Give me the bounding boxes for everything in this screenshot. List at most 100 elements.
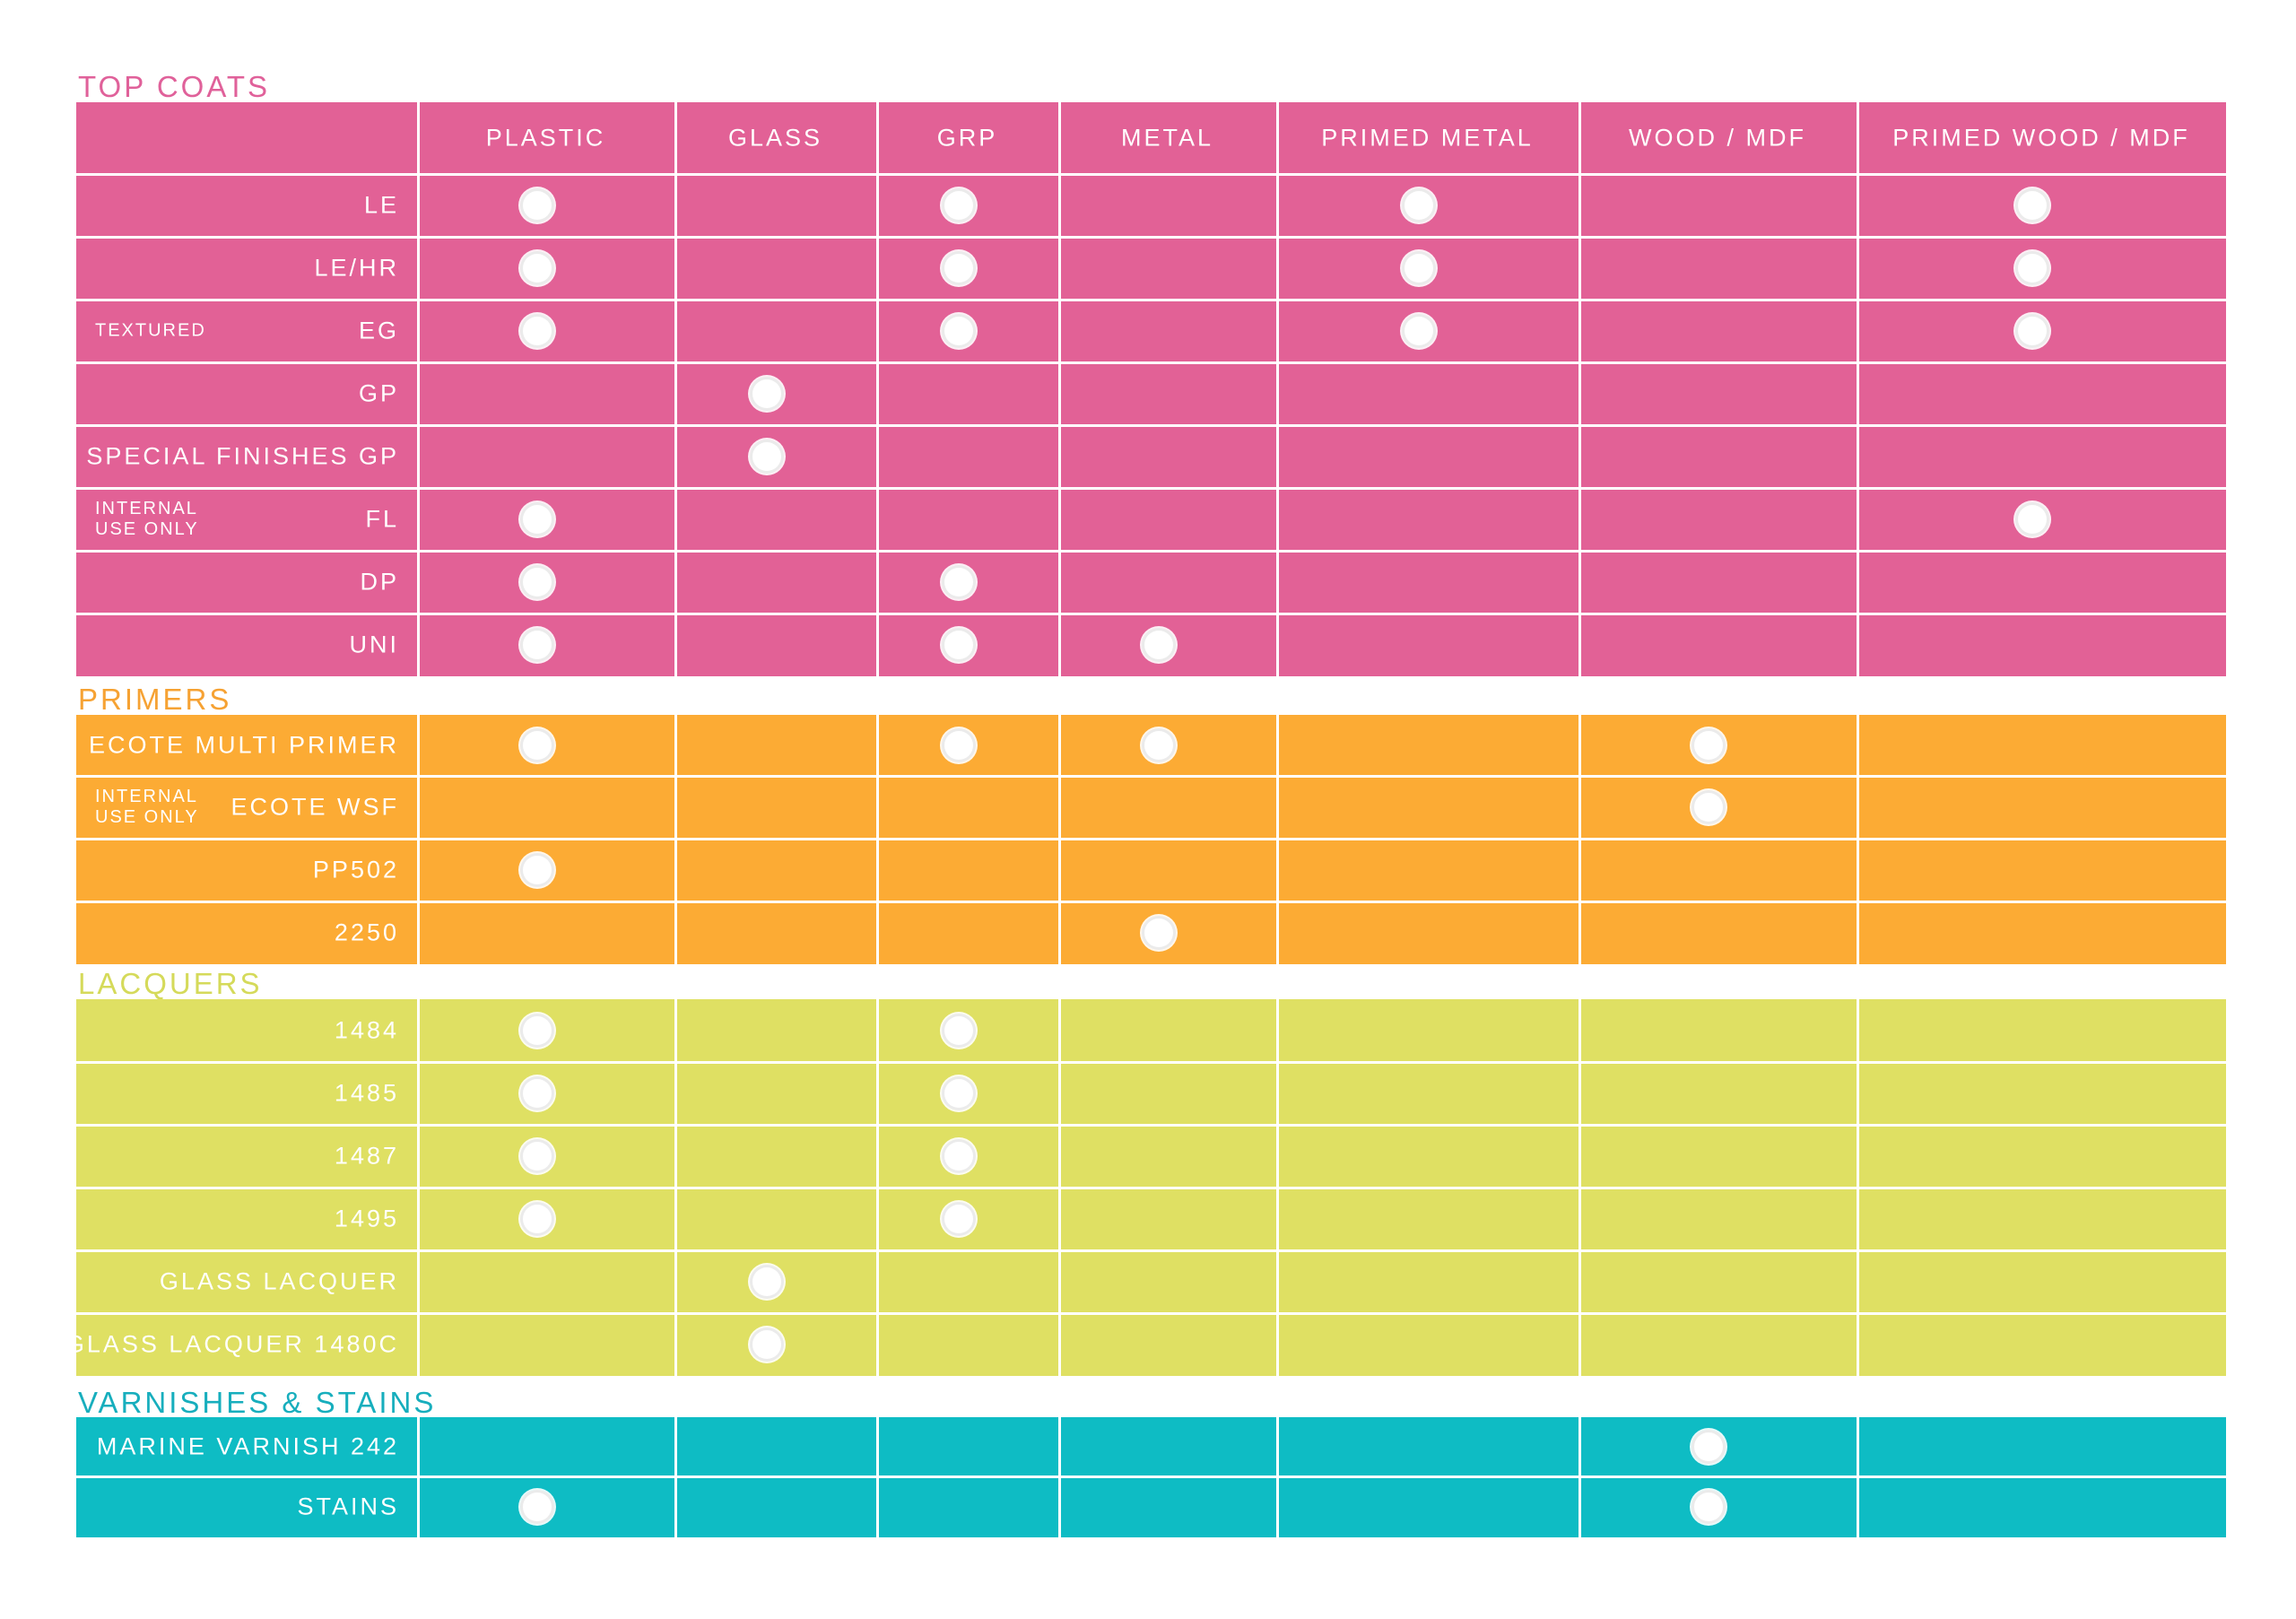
grid-cell (1058, 1062, 1276, 1125)
grid-cell (1578, 999, 1857, 1062)
row-note: TEXTURED (95, 320, 206, 341)
table-lacquers: 1484 1485 1487 1495 GLASS LACQUER GLASS LACQU… (65, 999, 2226, 1376)
grid-cell (1857, 901, 2226, 964)
row-divider (76, 549, 2226, 553)
compatibility-dot (941, 1076, 976, 1110)
grid-cell (1857, 1188, 2226, 1250)
table-row: 1495 (76, 1188, 2226, 1250)
compatibility-dot (749, 1327, 784, 1362)
compatibility-dot (1401, 251, 1436, 285)
grid-cell (1857, 1417, 2226, 1476)
row-label: GLASS LACQUER 1480C (65, 1330, 399, 1358)
grid-cell (674, 551, 876, 614)
grid-cell (1578, 901, 1857, 964)
grid-cell (876, 488, 1058, 551)
grid-cell (674, 488, 876, 551)
grid-cell (876, 1476, 1058, 1537)
row-label: 1485 (334, 1079, 399, 1107)
compatibility-dot (519, 1490, 554, 1524)
grid-cell (1857, 551, 2226, 614)
row-divider (76, 1475, 2226, 1478)
compatibility-dot (749, 440, 784, 474)
row-note: INTERNAL USE ONLY (95, 499, 199, 539)
grid-cell (674, 1476, 876, 1537)
column-header-primed-metal: PRIMED METAL (1321, 124, 1534, 152)
compatibility-dot (1141, 728, 1176, 762)
row-divider (76, 1060, 2226, 1064)
compatibility-dot (519, 188, 554, 222)
row-label: FL (365, 505, 399, 533)
row-label: LE (363, 191, 399, 219)
grid-cell (1058, 551, 1276, 614)
grid-cell (674, 102, 876, 174)
grid-cell (876, 901, 1058, 964)
table-row: 1485 (76, 1062, 2226, 1125)
column-header-metal: METAL (1120, 124, 1213, 152)
table-row: FL INTERNAL USE ONLY (76, 488, 2226, 551)
row-label: UNI (349, 631, 399, 658)
row-label-cell (76, 839, 417, 901)
table-row: 1484 (76, 999, 2226, 1062)
grid-cell (1578, 362, 1857, 425)
row-label: LE/HR (314, 254, 399, 282)
grid-cell (1857, 1062, 2226, 1125)
row-label: 1495 (334, 1205, 399, 1232)
grid-cell (1058, 1250, 1276, 1313)
table-row: EG TEXTURED (76, 300, 2226, 362)
section-title-primers: PRIMERS (78, 683, 232, 716)
grid-cell (1058, 1125, 1276, 1188)
grid-cell (1578, 551, 1857, 614)
compatibility-dot (519, 728, 554, 762)
compatibility-dot (519, 502, 554, 536)
grid-cell (417, 425, 674, 488)
compatibility-dot (749, 377, 784, 411)
grid-cell (1857, 102, 2226, 174)
grid-cell (1857, 614, 2226, 676)
grid-cell (1276, 901, 1578, 964)
row-label-cell (76, 999, 417, 1062)
grid-cell (674, 237, 876, 300)
row-label-cell (76, 425, 417, 488)
row-label: EG (358, 317, 399, 344)
grid-cell (1857, 776, 2226, 839)
grid-cell (1857, 425, 2226, 488)
row-divider (76, 298, 2226, 301)
row-label-cell (76, 1062, 417, 1125)
grid-cell (1578, 174, 1857, 237)
grid-cell (1578, 1313, 1857, 1376)
grid-cell (1857, 1250, 2226, 1313)
grid-cell (1578, 839, 1857, 901)
compatibility-dot (519, 1139, 554, 1173)
compatibility-dot (941, 251, 976, 285)
row-divider (76, 361, 2226, 364)
grid-cell (1058, 776, 1276, 839)
grid-cell (1276, 1250, 1578, 1313)
compatibility-dot (1401, 188, 1436, 222)
grid-cell (1058, 237, 1276, 300)
grid-cell (674, 614, 876, 676)
grid-cell (1276, 1188, 1578, 1250)
grid-cell (1058, 1417, 1276, 1476)
compatibility-dot (2015, 251, 2049, 285)
compatibility-dot (519, 565, 554, 599)
grid-cell (674, 776, 876, 839)
table-row: GLASS LACQUER (76, 1250, 2226, 1313)
grid-cell (1276, 1476, 1578, 1537)
grid-cell (1058, 1476, 1276, 1537)
grid-cell (1578, 614, 1857, 676)
grid-cell (674, 839, 876, 901)
row-label: SPECIAL FINISHES GP (86, 442, 399, 470)
grid-cell (1857, 1476, 2226, 1537)
grid-cell (674, 999, 876, 1062)
row-label: GLASS LACQUER (159, 1267, 399, 1295)
compatibility-dot (519, 1014, 554, 1048)
compatibility-dot (2015, 188, 2049, 222)
table-row: DP (76, 551, 2226, 614)
grid-cell (876, 1313, 1058, 1376)
grid-cell (674, 1125, 876, 1188)
row-divider (76, 900, 2226, 903)
grid-cell (674, 901, 876, 964)
row-label: MARINE VARNISH 242 (96, 1432, 399, 1460)
compatibility-dot (1692, 728, 1726, 762)
compatibility-dot (519, 853, 554, 887)
